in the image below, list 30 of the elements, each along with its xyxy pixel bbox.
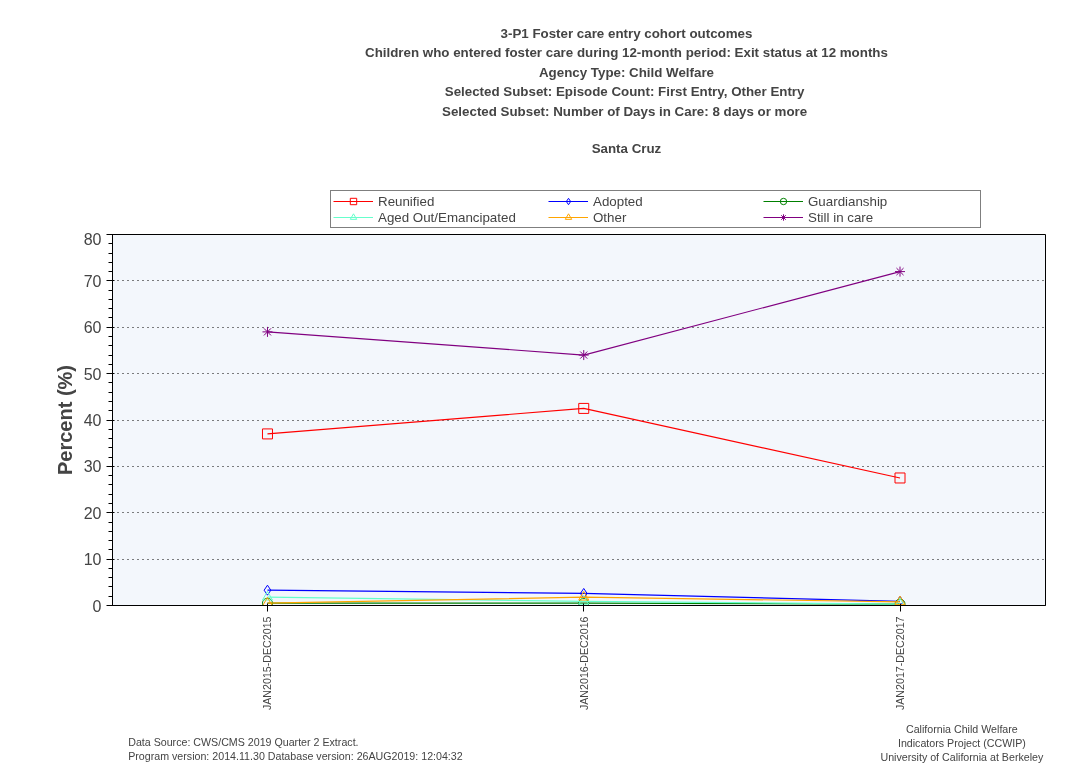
- y-tick-label: 30: [83, 458, 102, 476]
- text: Indicators Project (CCWIP): [897, 736, 1026, 749]
- legend-label: Still in care: [808, 209, 875, 225]
- y-tick-label: 70: [83, 272, 102, 290]
- legend-label: Reunified: [378, 193, 436, 209]
- chart-title: 3-P1 Foster care entry cohort outcomes: [500, 26, 753, 41]
- legend-label: Aged Out/Emancipated: [378, 209, 517, 225]
- text: Selected Subset: Number of Days in Care: 8 days or more: [442, 103, 808, 119]
- x-tick-label: JAN2015-DEC2015: [261, 616, 274, 711]
- y-tick-label: 20: [83, 504, 102, 522]
- y-tick-label: 0: [92, 597, 102, 615]
- y-tick-label: 10: [83, 551, 102, 569]
- text: Program version: 2014.11.30 Database version: 26AUG2019: 12:04:32: [128, 749, 463, 762]
- x-tick-label: JAN2017-DEC2017: [894, 616, 907, 711]
- source-note: Data Source: CWS/CMS 2019 Quarter 2 Extract.: [128, 735, 359, 748]
- y-tick-label: 60: [83, 319, 102, 337]
- text: Selected Subset: Episode Count: First Entry, Other Entry: [444, 84, 805, 100]
- text: Children who entered foster care during 12-month period: Exit status at 12 months: [365, 45, 888, 61]
- text: California Child Welfare: [906, 722, 1018, 735]
- y-tick-label: 50: [83, 365, 102, 383]
- legend-label: Other: [593, 209, 628, 225]
- x-tick-label: JAN2016-DEC2016: [577, 616, 590, 711]
- y-tick-label: 80: [83, 230, 102, 248]
- text: Santa Cruz: [591, 141, 662, 156]
- legend-label: Adopted: [593, 193, 644, 209]
- text: Agency Type: Child Welfare: [538, 64, 714, 80]
- text: University of California at Berkeley: [880, 750, 1044, 763]
- legend-label: Guardianship: [808, 193, 889, 209]
- y-tick-label: 40: [83, 412, 102, 429]
- y-axis-title: Percent (%): [53, 364, 76, 476]
